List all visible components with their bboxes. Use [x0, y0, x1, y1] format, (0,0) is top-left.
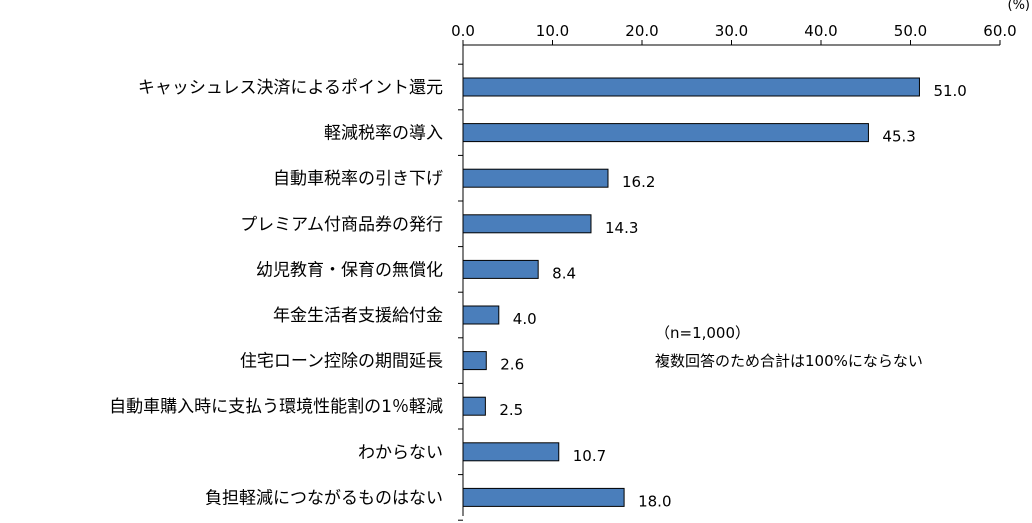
bar: [462, 259, 539, 279]
bar: [462, 305, 500, 325]
value-label: 45.3: [882, 128, 915, 146]
axis-layer: 0.0 10.0 20.0 30.0 40.0 50.0 60.0 キャッシュレス決済によるポ…: [109, 22, 1017, 521]
unit-label: (%): [1008, 0, 1031, 13]
x-tick-label: 0.0: [451, 22, 475, 40]
bar: [462, 442, 560, 462]
bar: [462, 77, 920, 97]
bar: [462, 351, 487, 371]
bar: [462, 396, 486, 416]
category-label: プレミアム付商品券の発行: [240, 215, 443, 235]
x-tick-label: 40.0: [804, 22, 837, 40]
value-label: 51.0: [933, 82, 966, 100]
x-tick-label: 20.0: [625, 22, 658, 40]
value-label: 2.5: [499, 401, 523, 419]
category-label: 幼児教育・保育の無償化: [256, 260, 443, 280]
value-label: 18.0: [638, 492, 671, 510]
category-label: 負担軽減につながるものはない: [205, 488, 443, 508]
bar: [462, 168, 609, 188]
note-multiple-answers: 複数回答のため合計は100%にならない: [655, 352, 923, 370]
bars-layer: 51.0 45.3 16.2 14.3 8.4 4.0 2.6 2.5 10.7 18.0: [462, 77, 967, 510]
bar: [462, 487, 625, 507]
bar: [462, 123, 869, 143]
x-tick-label: 50.0: [894, 22, 927, 40]
category-label: わからない: [358, 443, 443, 463]
value-label: 14.3: [605, 219, 638, 237]
value-label: 4.0: [513, 310, 537, 328]
x-tick-label: 30.0: [715, 22, 748, 40]
category-label: 自動車購入時に支払う環境性能割の1％軽減: [109, 397, 443, 417]
category-label: 軽減税率の導入: [324, 124, 443, 144]
x-tick-label: 10.0: [536, 22, 569, 40]
category-label: 自動車税率の引き下げ: [273, 169, 443, 189]
category-label: キャッシュレス決済によるポイント還元: [138, 78, 443, 98]
bar: [462, 214, 592, 234]
category-label: 住宅ローン控除の期間延長: [240, 352, 443, 372]
value-label: 10.7: [573, 447, 606, 465]
category-label: 年金生活者支援給付金: [273, 306, 443, 326]
value-label: 2.6: [500, 356, 524, 374]
note-sample-size: （n=1,000）: [655, 324, 750, 342]
value-label: 8.4: [552, 264, 576, 282]
value-label: 16.2: [622, 173, 655, 191]
x-tick-label: 60.0: [983, 22, 1016, 40]
